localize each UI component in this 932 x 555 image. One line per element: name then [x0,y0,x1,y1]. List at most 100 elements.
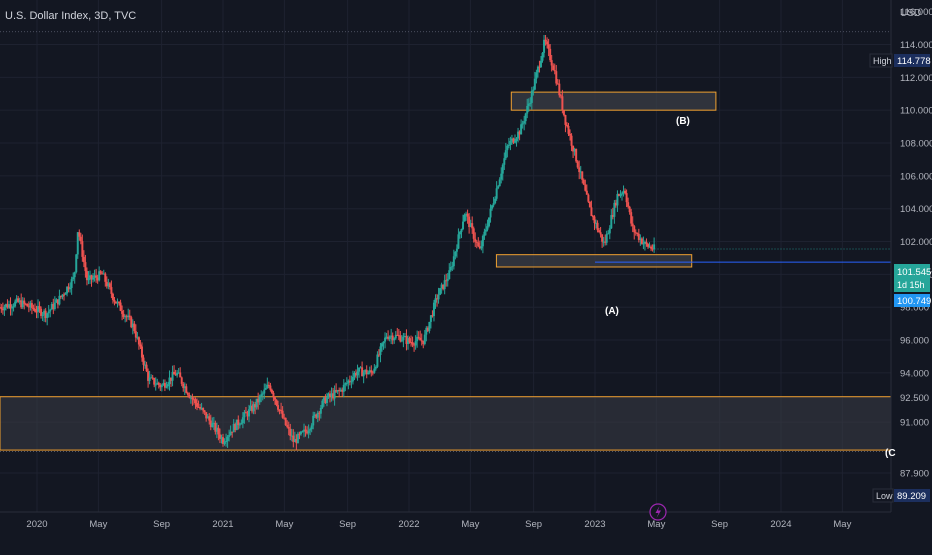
y-tick-label: 116.000 [900,7,932,18]
candle-series[interactable] [0,34,656,451]
candle-body [322,397,325,401]
candle-body [121,310,124,314]
candle-body [599,232,602,235]
candle-body [44,310,47,318]
candle-body [518,131,521,135]
candle-body [93,275,96,278]
candle-body [183,386,186,389]
candle-body [180,377,183,384]
candle-body [145,364,148,372]
candle-body [81,241,84,257]
candle-body [261,393,264,395]
candle-body [56,299,59,305]
y-tick-label: 92.500 [900,393,929,404]
candle-body [148,377,151,381]
candle-body [422,340,425,344]
candle-body [296,433,299,444]
candle-body [247,409,250,417]
zone-a-label: (A) [605,306,619,317]
candle-body [619,193,622,196]
candle-body [197,406,200,408]
candle-body [431,315,434,317]
candle-body [350,381,353,383]
candle-body [258,396,261,403]
candle-body [30,303,33,308]
candle-body [92,277,95,280]
candle-body [160,385,163,388]
y-tick-label: 104.000 [900,204,932,215]
price-axis-background [891,0,932,512]
candle-body [555,71,558,84]
candle-body [254,404,257,408]
candle-body [122,313,125,317]
candle-body [55,299,58,303]
candle-body [420,340,423,342]
candle-body [212,422,215,424]
candle-body [41,314,44,316]
time-axis[interactable]: 2020 May Sep 2021 May Sep 2022 May Sep 2023 May Sep… [0,511,891,530]
candle-body [191,397,194,400]
y-tick-label: 106.000 [900,171,932,182]
candle-body [52,303,55,309]
candle-body [33,308,36,312]
candle-body [214,422,217,432]
candle-body [211,423,214,428]
candle-body [517,131,520,139]
candle-body [206,416,209,419]
candle-body [605,233,608,243]
candle-body [47,311,50,314]
candle-body [384,337,387,342]
candle-body [558,83,561,96]
candle-body [229,431,232,436]
price-tags: High 114.778 101.545 1d 15h 100.749 Low … [869,53,931,503]
candle-body [244,412,247,414]
candle-body [405,336,408,344]
candle-body [309,429,312,431]
price-axis[interactable]: USD 116.000 114.000 112.000 110.000 108.000 1… [890,0,932,512]
line-price-value: 100.749 [897,296,931,307]
candle-body [492,203,495,206]
candle-body [310,425,313,430]
candle-body [595,222,598,224]
candle-body [139,344,142,347]
candle-body [423,334,426,344]
candle-body [361,367,364,377]
candle-body [325,397,328,403]
candle-body [251,405,254,412]
y-tick-label: 87.900 [900,469,929,480]
candle-body [591,216,594,218]
candle-body [125,316,128,318]
lightning-icon[interactable] [649,503,667,521]
candle-body [116,301,119,304]
candle-body [636,232,639,234]
candle-body [203,410,206,413]
candle-body [596,222,599,231]
candle-body [458,232,461,235]
candle-body [633,226,636,233]
candle-body [410,342,413,344]
candle-body [610,215,613,229]
candle-body [451,266,454,268]
candle-body [272,392,275,398]
candle-body [390,335,393,337]
candle-body [237,419,240,426]
candle-body [11,307,14,309]
candle-body [477,242,480,247]
high-tag: High 114.778 [869,53,931,68]
candle-body [292,435,295,443]
candle-body [561,96,564,111]
candle-body [329,393,332,397]
candle-body [601,234,604,242]
candle-body [202,408,205,411]
candle-body [137,337,140,345]
candle-body [321,400,324,408]
high-tag-value: 114.778 [897,56,931,67]
candle-body [359,367,362,369]
x-tick-label: Sep [153,519,170,530]
candle-body [543,39,546,53]
candle-body [270,389,273,393]
candle-body [403,336,406,338]
